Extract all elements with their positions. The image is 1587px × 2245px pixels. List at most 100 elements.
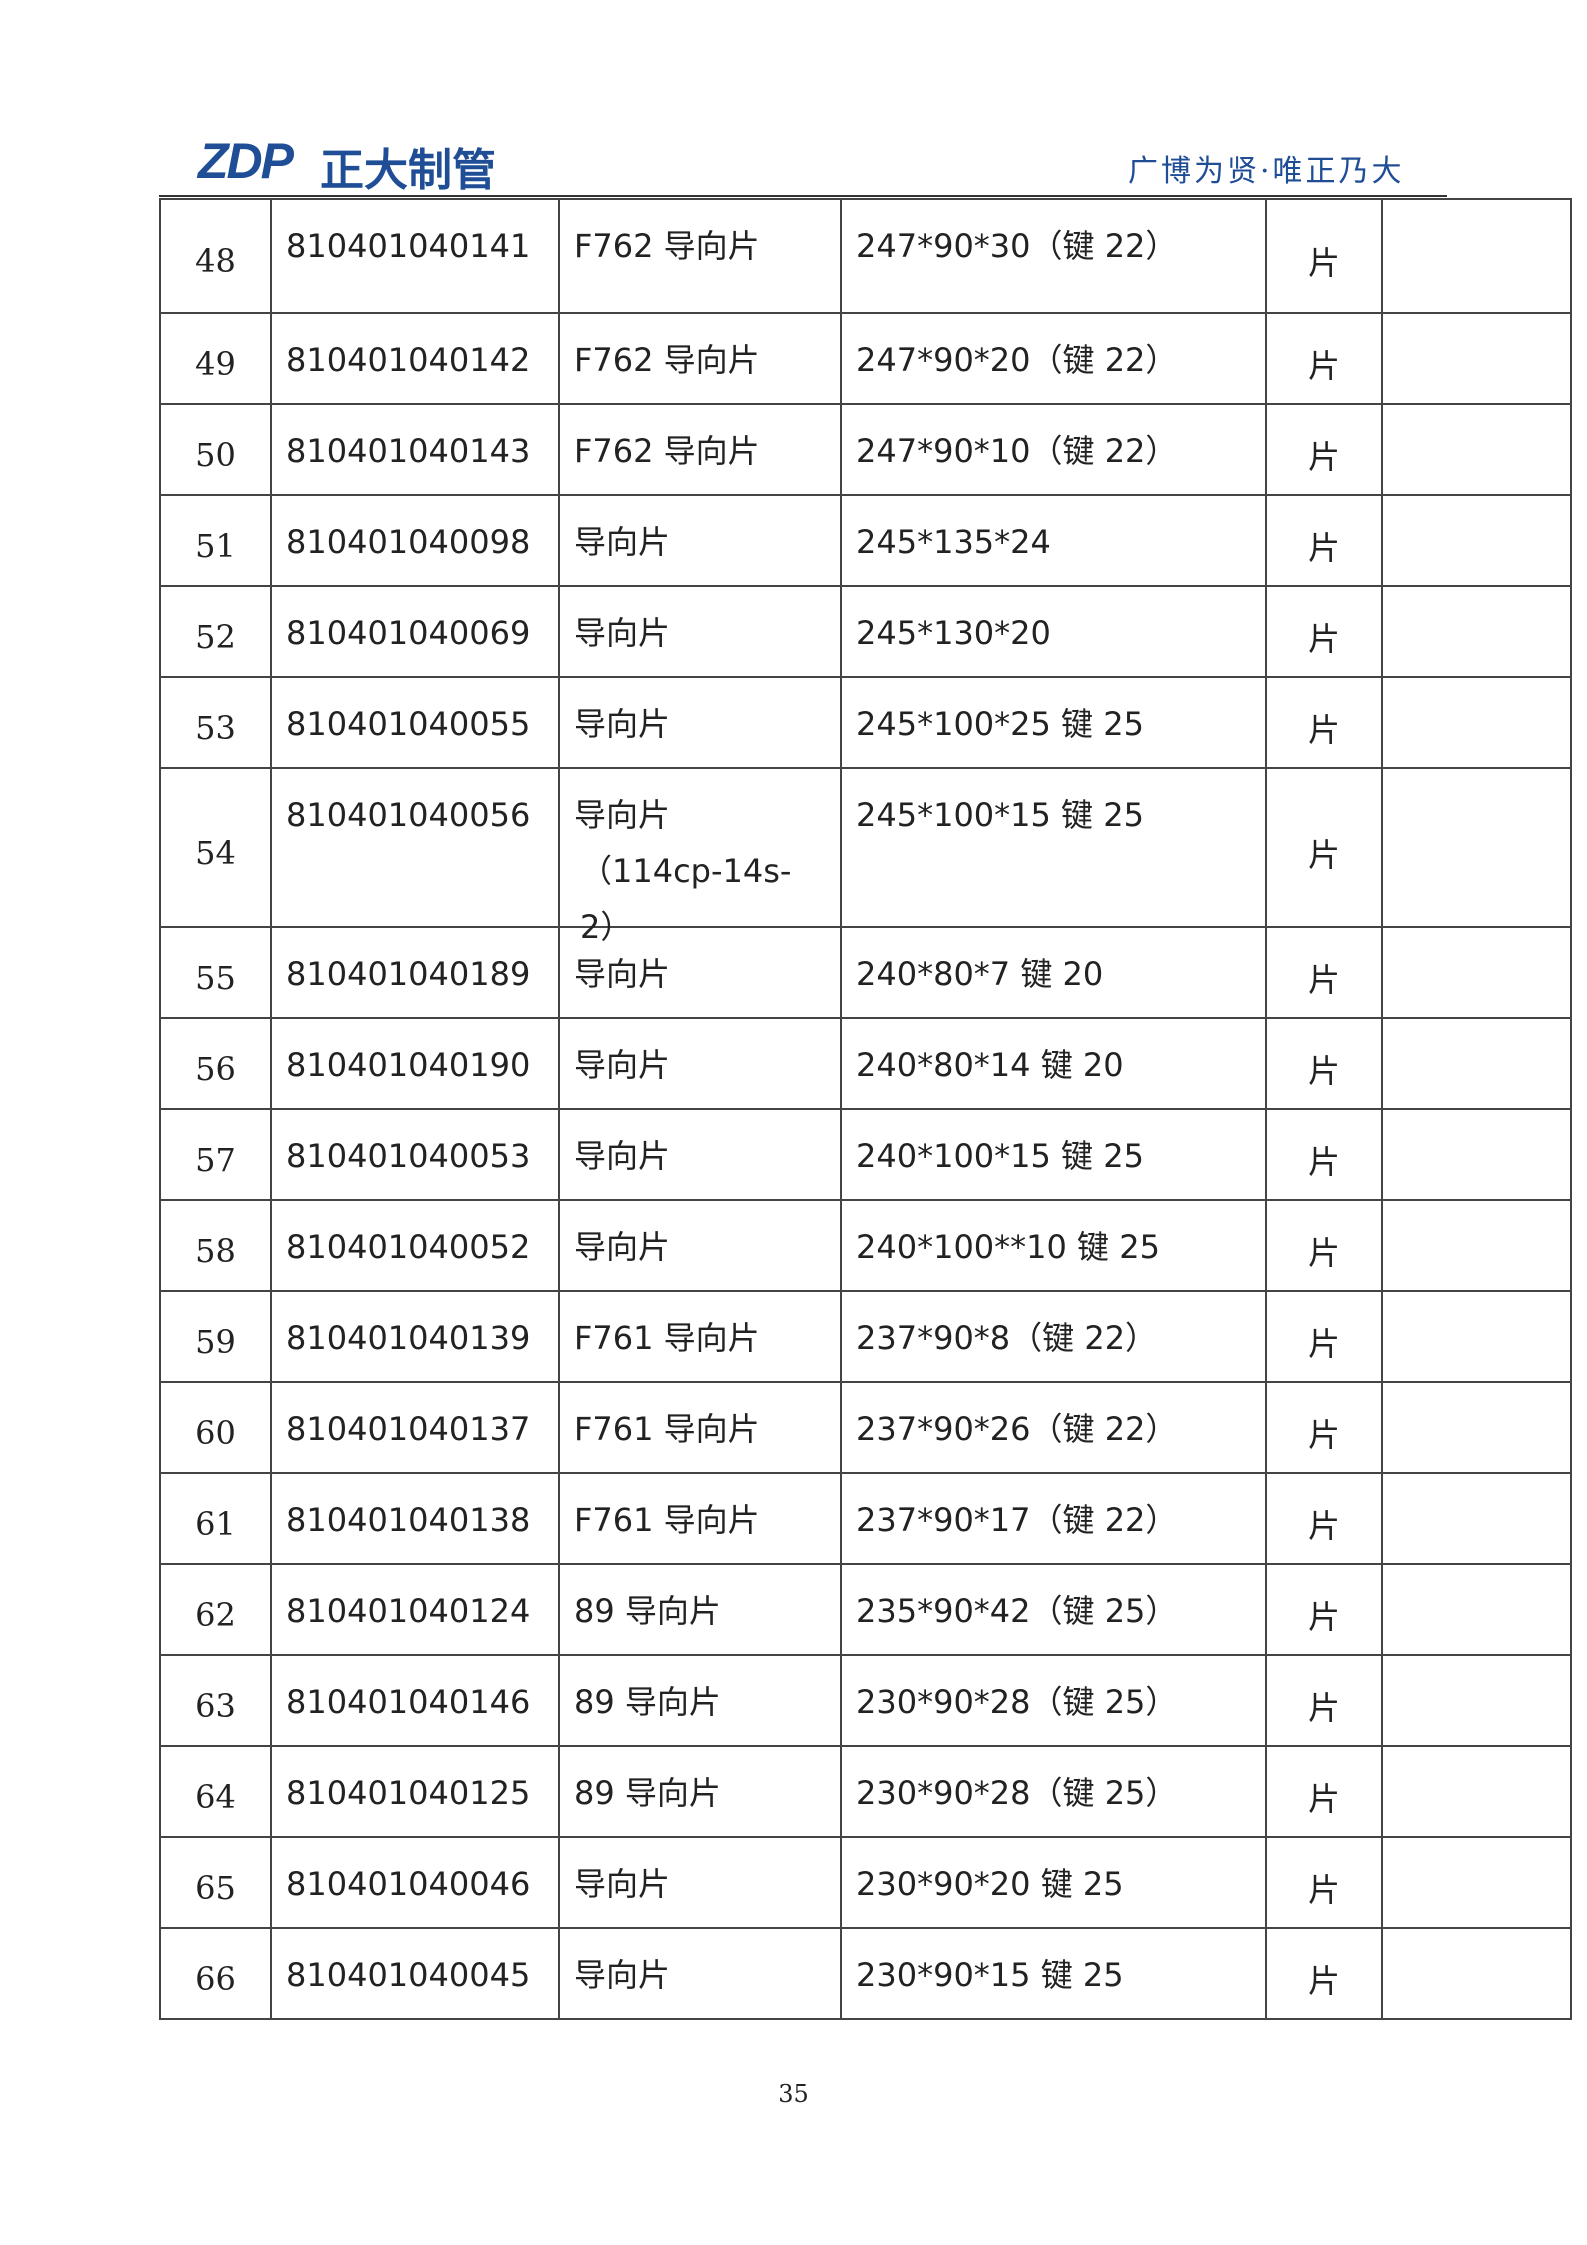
table-cell: F761 导向片: [560, 1474, 842, 1565]
cell-text: 89 导向片: [574, 1592, 721, 1630]
cell-text: 240*100*15 键 25: [856, 1137, 1144, 1175]
cell-text: 导向片: [574, 1956, 671, 1994]
table-cell: 89 导向片: [560, 1565, 842, 1656]
table-cell: 89 导向片: [560, 1747, 842, 1838]
cell-text: 58: [195, 1231, 236, 1270]
table-row: 63 810401040146 89 导向片 230*90*28（键 25） 片: [161, 1656, 1572, 1747]
table-cell: 片: [1267, 1019, 1383, 1110]
table-cell: 810401040137: [272, 1383, 560, 1474]
table-row: 51 810401040098 导向片 245*135*24 片: [161, 496, 1572, 587]
cell-text: 片: [1307, 1233, 1340, 1272]
table-cell: 导向片: [560, 678, 842, 769]
cell-text: 导向片: [574, 1137, 671, 1175]
cell-text: 237*90*26（键 22）: [856, 1410, 1178, 1448]
cell-text: 片: [1307, 1961, 1340, 2000]
cell-text: 240*80*7 键 20: [856, 955, 1104, 993]
cell-text: 片: [1307, 1142, 1340, 1181]
table-cell: F761 导向片: [560, 1292, 842, 1383]
cell-text: 片: [1307, 1415, 1340, 1454]
cell-text: 片: [1307, 1779, 1340, 1818]
cell-text: 810401040146: [286, 1683, 531, 1721]
table-cell: 810401040046: [272, 1838, 560, 1929]
cell-text: 230*90*28（键 25）: [856, 1774, 1178, 1812]
table-row: 58 810401040052 导向片 240*100**10 键 25 片: [161, 1201, 1572, 1292]
table-cell: 片: [1267, 1474, 1383, 1565]
cell-text: 810401040069: [286, 614, 531, 652]
table-cell: 810401040138: [272, 1474, 560, 1565]
table-cell: [1383, 314, 1572, 405]
cell-text: 导向片: [574, 1865, 671, 1903]
table-cell: 810401040045: [272, 1929, 560, 2020]
table-cell: 片: [1267, 1565, 1383, 1656]
cell-text: 810401040142: [286, 341, 531, 379]
table-cell: [1383, 678, 1572, 769]
table: 48 810401040141 F762 导向片 247*90*30（键 22）片 49…: [159, 198, 1572, 2020]
table-cell: 810401040146: [272, 1656, 560, 1747]
table-cell: 49: [161, 314, 272, 405]
cell-text: 810401040189: [286, 955, 531, 993]
table-cell: 片: [1267, 769, 1383, 928]
cell-text: 片: [1307, 528, 1340, 567]
table-cell: 230*90*20 键 25: [842, 1838, 1267, 1929]
table-cell: 245*130*20: [842, 587, 1267, 678]
cell-text: 240*80*14 键 20: [856, 1046, 1124, 1084]
cell-text: 50: [195, 435, 236, 474]
table-cell: 810401040098: [272, 496, 560, 587]
table-cell: 导向片: [560, 1019, 842, 1110]
cell-text: 59: [195, 1322, 236, 1361]
cell-text: 230*90*28（键 25）: [856, 1683, 1178, 1721]
table-cell: 58: [161, 1201, 272, 1292]
cell-text: 810401040098: [286, 523, 531, 561]
cell-text: F761 导向片: [574, 1501, 760, 1539]
table-cell: [1383, 1747, 1572, 1838]
table-cell: 片: [1267, 1201, 1383, 1292]
table-cell: 片: [1267, 928, 1383, 1019]
table-cell: 240*80*7 键 20: [842, 928, 1267, 1019]
cell-text: 230*90*15 键 25: [856, 1956, 1124, 1994]
cell-text: 60: [195, 1413, 236, 1452]
cell-text: 810401040053: [286, 1137, 531, 1175]
table-cell: 片: [1267, 1747, 1383, 1838]
cell-text: 52: [195, 617, 236, 656]
table-row: 55 810401040189 导向片 240*80*7 键 20 片: [161, 928, 1572, 1019]
table-cell: 237*90*17（键 22）: [842, 1474, 1267, 1565]
cell-text: 230*90*20 键 25: [856, 1865, 1124, 1903]
table-row: 53 810401040055 导向片 245*100*25 键 25 片: [161, 678, 1572, 769]
table-cell: 48: [161, 200, 272, 314]
table-cell: F762 导向片: [560, 314, 842, 405]
table-cell: 导向片: [560, 1929, 842, 2020]
cell-text: 片: [1307, 710, 1340, 749]
cell-text: 65: [195, 1868, 236, 1907]
cell-text: 64: [195, 1777, 236, 1816]
table-cell: 810401040052: [272, 1201, 560, 1292]
table-cell: 片: [1267, 200, 1383, 314]
table-cell: 60: [161, 1383, 272, 1474]
table-cell: 230*90*15 键 25: [842, 1929, 1267, 2020]
table-cell: 240*80*14 键 20: [842, 1019, 1267, 1110]
cell-text: 导向片: [574, 523, 671, 561]
table-cell: 片: [1267, 405, 1383, 496]
table-cell: 片: [1267, 1656, 1383, 1747]
table-cell: 52: [161, 587, 272, 678]
cell-text: 237*90*17（键 22）: [856, 1501, 1178, 1539]
cell-text: 55: [195, 958, 236, 997]
cell-text: 片: [1307, 1870, 1340, 1909]
cell-text: 237*90*8（键 22）: [856, 1319, 1158, 1357]
table-cell: [1383, 496, 1572, 587]
cell-text: 66: [195, 1959, 236, 1998]
page-number: 35: [778, 2080, 809, 2108]
cell-text: 810401040052: [286, 1228, 531, 1266]
cell-text: 51: [195, 526, 236, 565]
cell-text: 810401040139: [286, 1319, 531, 1357]
table-cell: F761 导向片: [560, 1383, 842, 1474]
table-row: 65 810401040046 导向片 230*90*20 键 25 片: [161, 1838, 1572, 1929]
table-cell: 56: [161, 1019, 272, 1110]
table-cell: 片: [1267, 1292, 1383, 1383]
table-cell: 237*90*26（键 22）: [842, 1383, 1267, 1474]
cell-text: 片: [1307, 1324, 1340, 1363]
table-cell: F762 导向片: [560, 405, 842, 496]
table-row: 60 810401040137 F761 导向片 237*90*26（键 22） 片: [161, 1383, 1572, 1474]
cell-text: 61: [195, 1504, 236, 1543]
table-row: 56 810401040190 导向片 240*80*14 键 20 片: [161, 1019, 1572, 1110]
